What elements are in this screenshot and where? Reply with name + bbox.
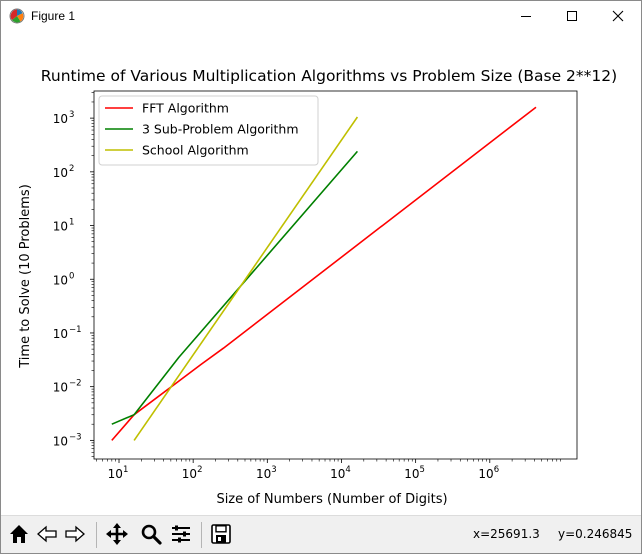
x-tick-label: 105 [404,465,425,481]
zoom-icon [141,524,162,545]
matplotlib-logo-icon [9,8,25,24]
y-tick-label: 10−2 [53,379,82,395]
configure-subplots-button[interactable] [167,520,195,548]
forward-icon [65,525,85,543]
back-button[interactable] [33,520,61,548]
cursor-y-readout: y=0.246845 [558,527,633,541]
cursor-x-readout: x=25691.3 [473,527,540,541]
minimize-button[interactable] [503,1,549,31]
series-line-2 [111,150,359,425]
y-tick-label: 10−1 [53,325,82,341]
legend: FFT Algorithm 3 Sub-Problem Algorithm Scho… [98,95,319,166]
y-axis-label: Time to Solve (10 Problems) [18,184,33,369]
y-tick-label: 100 [53,271,75,287]
figure-canvas[interactable]: Runtime of Various Multiplication Algori… [1,31,641,515]
navigation-toolbar: x=25691.3 y=0.246845 [1,515,641,553]
chart-title: Runtime of Various Multiplication Algori… [41,67,617,85]
y-axis: 10−3 10−2 10−1 100 101 102 103 [53,92,94,457]
x-tick-label: 103 [256,465,277,481]
y-tick-label: 102 [53,164,75,180]
maximize-icon [567,11,577,21]
series-line-1 [111,106,537,441]
x-tick-label: 102 [182,465,203,481]
y-tick-label: 103 [53,110,75,126]
pan-button[interactable] [103,520,131,548]
home-icon [10,525,28,543]
series-line-3 [133,116,359,441]
maximize-button[interactable] [549,1,595,31]
x-tick-label: 106 [478,465,499,481]
close-button[interactable] [595,1,641,31]
window-title: Figure 1 [31,9,76,23]
y-tick-label: 10−3 [53,432,82,448]
chart: Runtime of Various Multiplication Algori… [18,67,617,507]
legend-label: FFT Algorithm [142,101,229,116]
home-button[interactable] [5,520,33,548]
legend-label: 3 Sub-Problem Algorithm [142,122,299,137]
forward-button[interactable] [61,520,89,548]
configure-subplots-icon [172,525,190,543]
plot-area-frame [93,90,578,460]
toolbar-separator [201,522,202,548]
minimize-icon [521,16,531,17]
toolbar-separator [96,522,97,548]
pan-icon [106,523,128,545]
save-button[interactable] [207,520,235,548]
plot-lines [111,106,537,441]
x-axis: 101 102 103 104 105 106 [96,459,561,481]
zoom-button[interactable] [137,520,165,548]
x-axis-label: Size of Numbers (Number of Digits) [216,492,447,507]
close-icon [612,10,624,22]
y-tick-label: 101 [53,218,75,234]
save-icon [211,524,231,544]
legend-box [98,95,319,166]
x-tick-label: 104 [330,465,351,481]
legend-label: School Algorithm [142,143,249,158]
title-bar: Figure 1 [1,1,641,31]
x-tick-label: 101 [108,465,129,481]
back-icon [37,525,57,543]
